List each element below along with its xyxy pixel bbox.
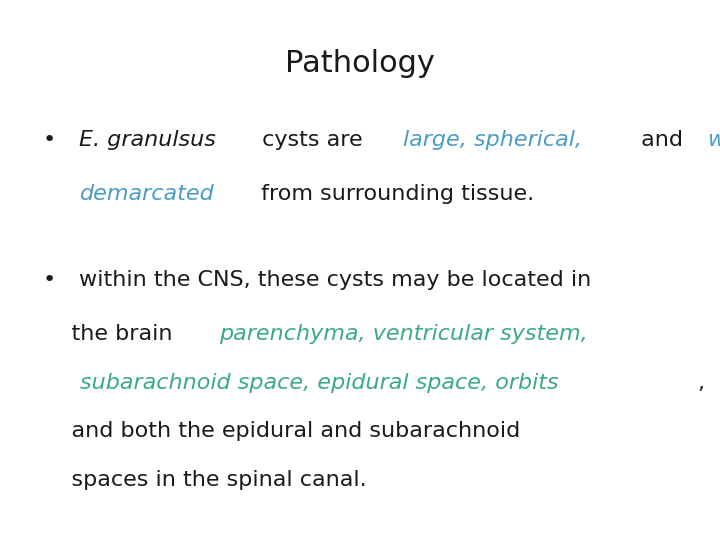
Text: and: and <box>634 130 690 150</box>
Text: large, spherical,: large, spherical, <box>403 130 582 150</box>
Text: subarachnoid space, epidural space, orbits: subarachnoid space, epidural space, orbi… <box>80 373 559 393</box>
Text: from surrounding tissue.: from surrounding tissue. <box>254 184 534 204</box>
Text: spaces in the spinal canal.: spaces in the spinal canal. <box>43 470 366 490</box>
Text: •: • <box>43 270 71 290</box>
Text: demarcated: demarcated <box>80 184 215 204</box>
Text: within the CNS, these cysts may be located in: within the CNS, these cysts may be locat… <box>78 270 591 290</box>
Text: cysts are: cysts are <box>256 130 370 150</box>
Text: the brain: the brain <box>43 324 180 344</box>
Text: Pathology: Pathology <box>285 49 435 78</box>
Text: well: well <box>707 130 720 150</box>
Text: and both the epidural and subarachnoid: and both the epidural and subarachnoid <box>43 421 521 441</box>
Text: ,: , <box>698 373 705 393</box>
Text: parenchyma, ventricular system,: parenchyma, ventricular system, <box>220 324 588 344</box>
Text: •: • <box>43 130 71 150</box>
Text: E. granulsus: E. granulsus <box>78 130 215 150</box>
